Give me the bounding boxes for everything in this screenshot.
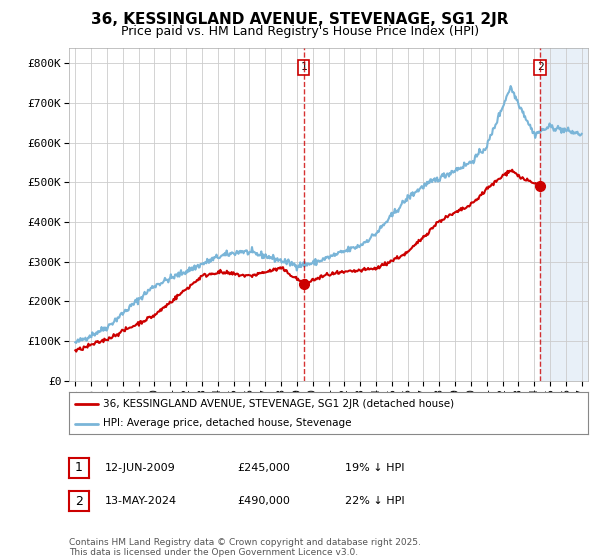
Text: £490,000: £490,000 bbox=[237, 496, 290, 506]
Text: 2: 2 bbox=[75, 495, 83, 508]
Bar bbox=[540, 48, 588, 381]
Text: Contains HM Land Registry data © Crown copyright and database right 2025.
This d: Contains HM Land Registry data © Crown c… bbox=[69, 538, 421, 557]
Text: 2: 2 bbox=[536, 62, 544, 72]
Text: 19% ↓ HPI: 19% ↓ HPI bbox=[345, 463, 404, 473]
Text: 36, KESSINGLAND AVENUE, STEVENAGE, SG1 2JR (detached house): 36, KESSINGLAND AVENUE, STEVENAGE, SG1 2… bbox=[103, 399, 454, 409]
Text: 1: 1 bbox=[75, 461, 83, 474]
Text: 22% ↓ HPI: 22% ↓ HPI bbox=[345, 496, 404, 506]
Text: 13-MAY-2024: 13-MAY-2024 bbox=[105, 496, 177, 506]
Text: £245,000: £245,000 bbox=[237, 463, 290, 473]
Text: Price paid vs. HM Land Registry's House Price Index (HPI): Price paid vs. HM Land Registry's House … bbox=[121, 25, 479, 39]
Text: 12-JUN-2009: 12-JUN-2009 bbox=[105, 463, 176, 473]
Text: 1: 1 bbox=[301, 62, 307, 72]
Text: HPI: Average price, detached house, Stevenage: HPI: Average price, detached house, Stev… bbox=[103, 418, 351, 428]
Text: 36, KESSINGLAND AVENUE, STEVENAGE, SG1 2JR: 36, KESSINGLAND AVENUE, STEVENAGE, SG1 2… bbox=[91, 12, 509, 27]
